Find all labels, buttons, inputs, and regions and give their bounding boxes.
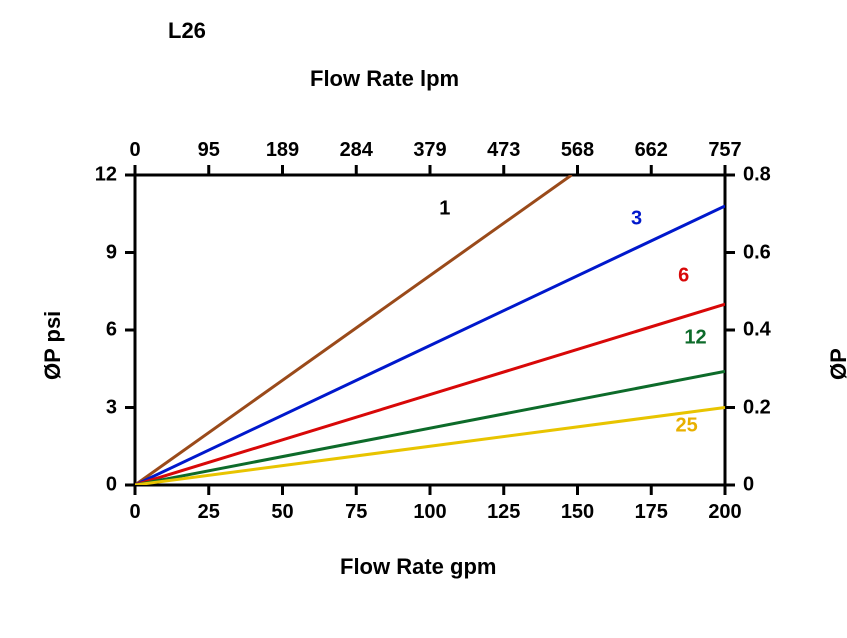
x-top-tick-label: 662 — [635, 139, 668, 162]
x-top-tick-label: 473 — [487, 139, 520, 162]
series-line-6 — [135, 304, 725, 485]
y-left-tick-label: 12 — [95, 164, 117, 187]
y-left-tick-label: 6 — [106, 319, 117, 342]
y-left-tick-label: 3 — [106, 396, 117, 419]
plot-svg — [0, 0, 847, 638]
series-line-3 — [135, 206, 725, 485]
x-top-tick-label: 568 — [561, 139, 594, 162]
x-top-tick-label: 189 — [266, 139, 299, 162]
x-bottom-tick-label: 175 — [635, 501, 668, 524]
y-right-tick-label: 0 — [743, 474, 754, 497]
x-bottom-tick-label: 125 — [487, 501, 520, 524]
series-line-25 — [135, 408, 725, 486]
x-bottom-tick-label: 100 — [413, 501, 446, 524]
x-top-tick-label: 757 — [708, 139, 741, 162]
x-top-tick-label: 284 — [340, 139, 373, 162]
x-top-tick-label: 95 — [198, 139, 220, 162]
y-right-tick-label: 0.8 — [743, 164, 771, 187]
y-right-tick-label: 0.6 — [743, 241, 771, 264]
x-bottom-tick-label: 50 — [271, 501, 293, 524]
x-bottom-tick-label: 0 — [129, 501, 140, 524]
series-label-25: 25 — [676, 414, 698, 437]
y-right-tick-label: 0.2 — [743, 396, 771, 419]
y-right-tick-label: 0.4 — [743, 319, 771, 342]
x-bottom-tick-label: 150 — [561, 501, 594, 524]
y-left-tick-label: 9 — [106, 241, 117, 264]
x-top-tick-label: 0 — [129, 139, 140, 162]
x-bottom-tick-label: 25 — [198, 501, 220, 524]
series-line-12 — [135, 371, 725, 485]
series-label-1: 1 — [439, 197, 450, 220]
series-line-1 — [135, 175, 572, 485]
series-label-6: 6 — [678, 264, 689, 287]
chart-container: L26 Flow Rate lpm Flow Rate gpm ØP psi Ø… — [0, 0, 847, 638]
series-label-3: 3 — [631, 207, 642, 230]
x-bottom-tick-label: 200 — [708, 501, 741, 524]
series-label-12: 12 — [684, 326, 706, 349]
y-left-tick-label: 0 — [106, 474, 117, 497]
x-top-tick-label: 379 — [413, 139, 446, 162]
x-bottom-tick-label: 75 — [345, 501, 367, 524]
